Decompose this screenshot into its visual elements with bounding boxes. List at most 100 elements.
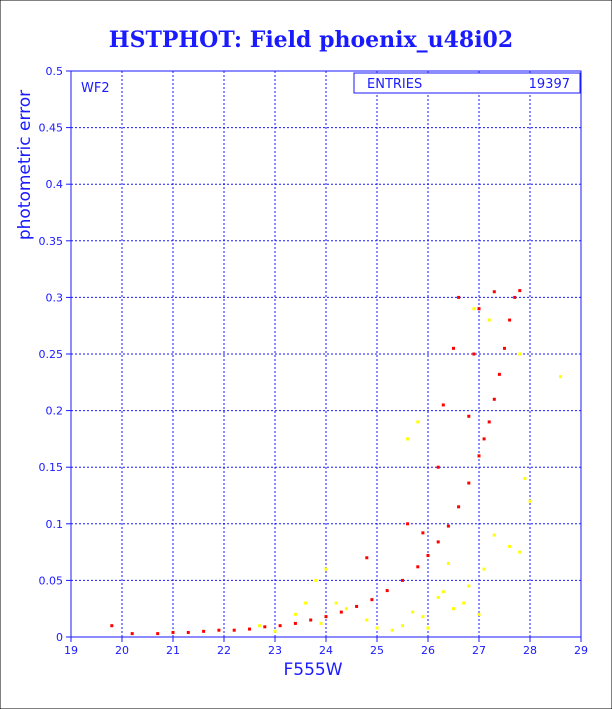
red-data-point <box>513 295 517 299</box>
x-tick-label: 27 <box>472 644 486 657</box>
red-data-point <box>339 610 343 614</box>
red-data-point <box>309 618 313 622</box>
red-data-point <box>487 420 491 424</box>
y-tick-label: 0 <box>56 631 63 644</box>
red-data-point <box>446 524 450 528</box>
yellow-data-point <box>472 307 476 311</box>
red-data-point <box>248 627 251 631</box>
yellow-data-point <box>487 318 491 322</box>
x-axis-label: F555W <box>283 660 342 680</box>
red-data-point <box>355 604 359 608</box>
red-data-point <box>416 565 420 569</box>
yellow-data-point <box>401 624 404 628</box>
y-tick-label: 0.35 <box>39 235 64 248</box>
y-tick-label: 0.45 <box>39 122 64 135</box>
red-data-point <box>436 540 440 544</box>
yellow-data-point <box>446 561 450 565</box>
red-data-point <box>202 629 206 633</box>
yellow-data-point <box>559 375 563 379</box>
yellow-data-point <box>365 618 369 622</box>
red-data-point <box>477 454 481 458</box>
red-data-point <box>324 615 328 619</box>
yellow-data-point <box>467 584 471 588</box>
panel-label: WF2 <box>81 81 110 96</box>
yellow-data-point <box>508 544 512 548</box>
red-data-point <box>518 289 522 293</box>
red-data-point <box>457 295 461 299</box>
x-tick-label: 22 <box>217 644 231 657</box>
red-data-point <box>232 628 236 632</box>
yellow-data-point <box>518 352 522 356</box>
x-tick-label: 21 <box>166 644 180 657</box>
stats-box: ENTRIES 19397 <box>353 72 581 94</box>
red-data-point <box>186 630 190 634</box>
yellow-data-point <box>319 621 323 625</box>
x-tick-label: 23 <box>268 644 282 657</box>
y-tick-label: 0.15 <box>39 461 64 474</box>
yellow-data-point <box>324 567 328 571</box>
y-tick-label: 0.2 <box>46 405 64 418</box>
red-data-point <box>365 556 369 560</box>
red-data-point <box>497 372 501 376</box>
red-data-point <box>110 624 114 628</box>
y-tick-label: 0.1 <box>46 518 64 531</box>
yellow-data-point <box>293 612 297 616</box>
y-axis-ticks: 0 0.05 0.1 0.15 0.2 0.25 0.3 0.35 0.4 0.45 0.5 <box>39 65 71 644</box>
stats-value: 19397 <box>529 77 570 92</box>
red-data-point <box>482 437 486 441</box>
red-data-point <box>441 403 445 407</box>
red-data-point <box>477 307 481 311</box>
red-data-point <box>263 625 267 629</box>
red-data-point <box>426 553 430 557</box>
yellow-data-point <box>528 499 532 503</box>
yellow-data-point <box>482 567 486 571</box>
y-tick-label: 0.05 <box>39 574 64 587</box>
red-data-point <box>401 578 404 582</box>
chart-title: HSTPHOT: Field phoenix_u48i02 <box>109 27 513 53</box>
red-data-point <box>457 505 461 509</box>
yellow-data-point <box>411 610 415 614</box>
yellow-data-point <box>426 626 430 630</box>
yellow-data-point <box>344 607 348 611</box>
yellow-data-point <box>462 601 466 605</box>
red-data-point <box>171 630 175 634</box>
red-data-point <box>217 628 221 632</box>
y-axis-label: photometric error <box>15 90 35 240</box>
yellow-data-point <box>304 601 308 605</box>
yellow-data-point <box>477 612 481 616</box>
red-data-point <box>130 632 134 636</box>
yellow-data-point <box>258 624 262 628</box>
red-data-point <box>293 621 297 625</box>
y-tick-label: 0.3 <box>46 291 64 304</box>
red-data-point <box>452 346 455 350</box>
yellow-data-point <box>406 437 410 441</box>
x-tick-label: 26 <box>421 644 435 657</box>
yellow-data-point <box>416 420 420 424</box>
stats-label: ENTRIES <box>367 77 422 92</box>
yellow-data-point <box>314 578 318 582</box>
red-data-point <box>508 318 512 322</box>
yellow-data-point <box>375 626 379 630</box>
red-data-point <box>385 589 389 593</box>
yellow-data-point <box>390 628 394 632</box>
red-data-point <box>156 632 160 636</box>
yellow-data-point <box>518 550 522 554</box>
x-tick-label: 28 <box>523 644 537 657</box>
y-tick-label: 0.4 <box>46 178 64 191</box>
yellow-data-point <box>436 595 440 599</box>
red-data-point <box>278 624 282 628</box>
x-tick-label: 20 <box>115 644 129 657</box>
red-data-point <box>503 346 506 350</box>
x-tick-label: 29 <box>574 644 588 657</box>
yellow-data-point <box>334 601 338 605</box>
yellow-data-point <box>452 607 455 611</box>
x-tick-label: 19 <box>64 644 78 657</box>
y-tick-label: 0.25 <box>39 348 64 361</box>
yellow-data-point <box>492 533 496 537</box>
x-tick-label: 24 <box>319 644 333 657</box>
x-tick-label: 25 <box>370 644 384 657</box>
red-data-point <box>467 481 471 485</box>
red-data-point <box>406 522 410 526</box>
yellow-data-point <box>523 477 527 481</box>
